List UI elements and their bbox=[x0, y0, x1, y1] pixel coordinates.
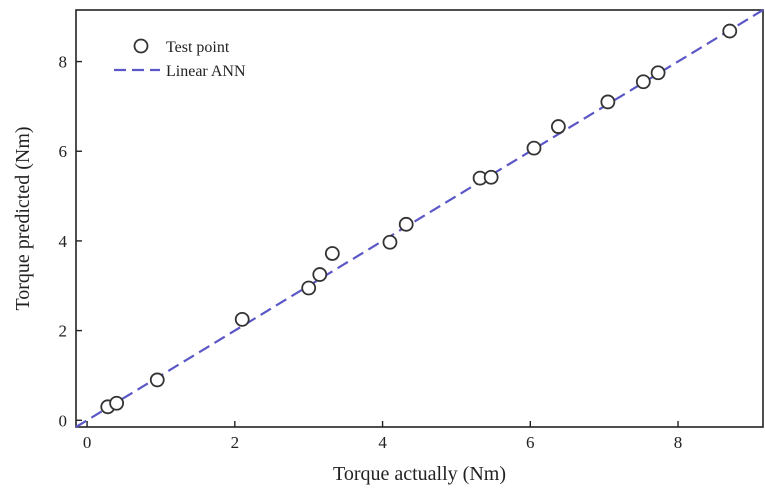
y-tick-label: 2 bbox=[59, 322, 68, 341]
test-point bbox=[312, 267, 328, 282]
data-points bbox=[100, 23, 738, 415]
test-point bbox=[149, 372, 165, 388]
y-axis-ticks: 0 2 4 6 8 bbox=[59, 53, 82, 430]
legend: Test point Linear ANN bbox=[114, 38, 246, 80]
test-point bbox=[324, 246, 340, 261]
legend-label-test-point: Test point bbox=[166, 39, 230, 56]
legend-marker-test-point bbox=[133, 38, 149, 54]
x-tick-label: 0 bbox=[83, 433, 92, 452]
x-tick-label: 8 bbox=[674, 433, 683, 452]
x-tick-label: 2 bbox=[231, 433, 240, 452]
y-tick-label: 4 bbox=[59, 232, 68, 251]
y-tick-label: 0 bbox=[59, 411, 68, 430]
test-point bbox=[550, 119, 566, 134]
x-tick-label: 6 bbox=[526, 433, 535, 452]
test-point bbox=[526, 140, 542, 156]
y-tick-label: 6 bbox=[59, 142, 68, 161]
test-point bbox=[301, 280, 317, 296]
test-point bbox=[398, 216, 414, 232]
test-point bbox=[109, 395, 125, 411]
plot-frame bbox=[75, 9, 764, 428]
x-tick-label: 4 bbox=[378, 433, 387, 452]
test-point bbox=[483, 169, 499, 185]
test-point bbox=[635, 74, 651, 90]
test-point bbox=[382, 234, 398, 250]
test-point bbox=[650, 65, 666, 81]
legend-label-linear-ann: Linear ANN bbox=[166, 63, 246, 80]
test-point bbox=[234, 311, 250, 327]
y-tick-label: 8 bbox=[59, 53, 68, 72]
y-axis-label: Torque predicted (Nm) bbox=[12, 126, 34, 310]
test-point bbox=[722, 23, 738, 39]
x-axis-ticks: 0 2 4 6 8 bbox=[83, 421, 682, 452]
x-axis-label: Torque actually (Nm) bbox=[333, 463, 506, 485]
test-point bbox=[600, 94, 616, 110]
